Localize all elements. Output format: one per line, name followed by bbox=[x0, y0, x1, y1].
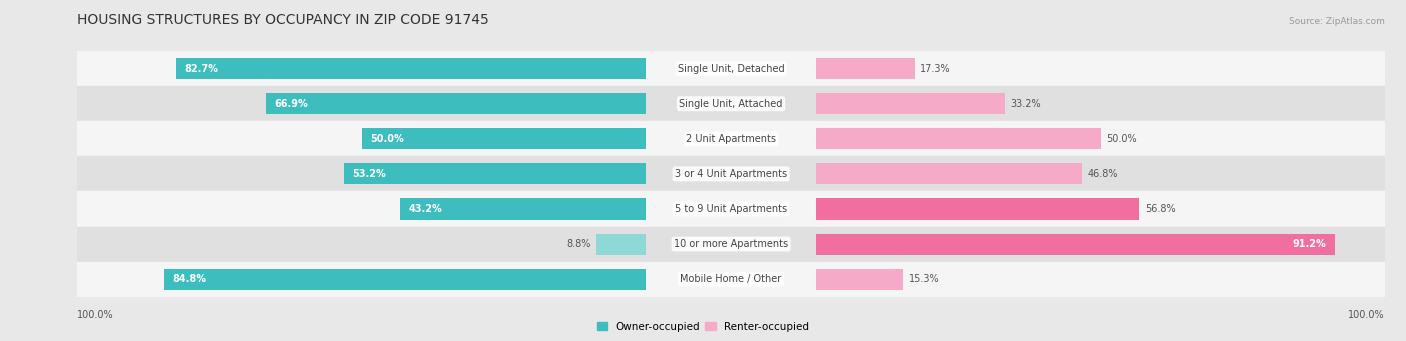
Text: 66.9%: 66.9% bbox=[274, 99, 308, 109]
Bar bbox=[815, 234, 1334, 255]
Text: 46.8%: 46.8% bbox=[1088, 169, 1119, 179]
Text: 3 or 4 Unit Apartments: 3 or 4 Unit Apartments bbox=[675, 169, 787, 179]
Text: HOUSING STRUCTURES BY OCCUPANCY IN ZIP CODE 91745: HOUSING STRUCTURES BY OCCUPANCY IN ZIP C… bbox=[77, 13, 489, 27]
Bar bbox=[176, 58, 647, 79]
Text: 53.2%: 53.2% bbox=[352, 169, 385, 179]
Bar bbox=[361, 128, 647, 149]
Bar bbox=[343, 163, 647, 184]
Text: 43.2%: 43.2% bbox=[409, 204, 443, 214]
Text: 2 Unit Apartments: 2 Unit Apartments bbox=[686, 134, 776, 144]
Bar bbox=[815, 93, 1005, 114]
Bar bbox=[77, 262, 647, 297]
Bar bbox=[647, 157, 815, 191]
Bar bbox=[815, 128, 1101, 149]
Text: Single Unit, Detached: Single Unit, Detached bbox=[678, 64, 785, 74]
Bar bbox=[647, 226, 815, 262]
Bar bbox=[815, 262, 1385, 297]
Text: 84.8%: 84.8% bbox=[173, 274, 207, 284]
Text: 91.2%: 91.2% bbox=[1292, 239, 1326, 249]
Text: 56.8%: 56.8% bbox=[1144, 204, 1175, 214]
Bar bbox=[401, 198, 647, 220]
Text: 50.0%: 50.0% bbox=[370, 134, 404, 144]
Bar bbox=[815, 86, 1385, 121]
Bar bbox=[815, 163, 1083, 184]
Bar bbox=[815, 198, 1139, 220]
Text: 50.0%: 50.0% bbox=[1107, 134, 1137, 144]
Bar bbox=[77, 121, 647, 157]
Text: 82.7%: 82.7% bbox=[184, 64, 218, 74]
Text: 8.8%: 8.8% bbox=[567, 239, 591, 249]
Bar bbox=[266, 93, 647, 114]
Text: 100.0%: 100.0% bbox=[77, 310, 114, 320]
Bar bbox=[77, 86, 647, 121]
Text: Single Unit, Attached: Single Unit, Attached bbox=[679, 99, 783, 109]
Bar bbox=[815, 51, 1385, 86]
Bar bbox=[77, 51, 647, 86]
Bar bbox=[596, 234, 647, 255]
Bar bbox=[77, 157, 647, 191]
Bar bbox=[647, 86, 815, 121]
Bar bbox=[163, 269, 647, 290]
Text: 100.0%: 100.0% bbox=[1348, 310, 1385, 320]
Text: 5 to 9 Unit Apartments: 5 to 9 Unit Apartments bbox=[675, 204, 787, 214]
Bar bbox=[815, 121, 1385, 157]
Text: 33.2%: 33.2% bbox=[1011, 99, 1042, 109]
Text: Source: ZipAtlas.com: Source: ZipAtlas.com bbox=[1289, 17, 1385, 26]
Bar bbox=[647, 262, 815, 297]
Bar bbox=[815, 157, 1385, 191]
Bar bbox=[77, 191, 647, 226]
Text: 17.3%: 17.3% bbox=[920, 64, 950, 74]
Bar bbox=[647, 121, 815, 157]
Text: 10 or more Apartments: 10 or more Apartments bbox=[673, 239, 789, 249]
Bar bbox=[815, 191, 1385, 226]
Bar bbox=[815, 58, 914, 79]
Bar bbox=[815, 269, 903, 290]
Legend: Owner-occupied, Renter-occupied: Owner-occupied, Renter-occupied bbox=[593, 317, 813, 336]
Bar bbox=[77, 226, 647, 262]
Bar bbox=[815, 226, 1385, 262]
Bar bbox=[647, 51, 815, 86]
Text: 15.3%: 15.3% bbox=[908, 274, 939, 284]
Text: Mobile Home / Other: Mobile Home / Other bbox=[681, 274, 782, 284]
Bar bbox=[647, 191, 815, 226]
